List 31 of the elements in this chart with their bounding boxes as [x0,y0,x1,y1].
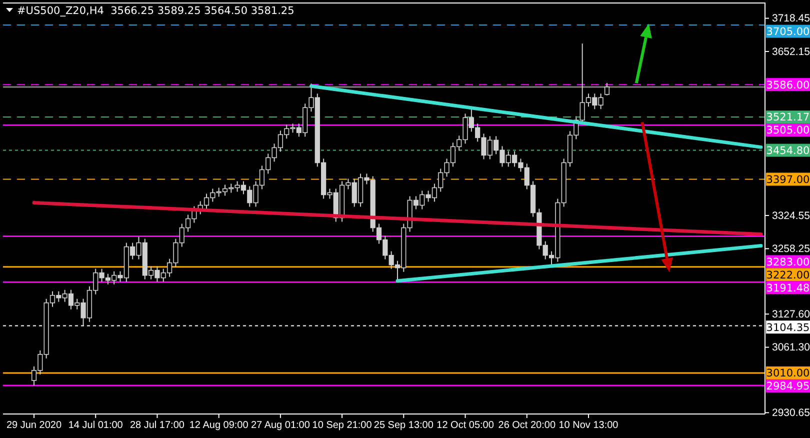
x-tick-label: 27 Aug 01:00 [250,420,310,432]
ref-line-label: 3191.48 [766,282,810,294]
ref-line-label: 3705.00 [766,26,810,38]
ref-line-label: 3505.00 [766,124,810,137]
y-tick-label: 3127.60 [772,308,810,320]
ref-line-label: 2984.95 [766,380,810,393]
x-tick-label: 29 Jun 2020 [6,420,62,432]
x-tick-label: 10 Nov 13:00 [558,420,619,432]
y-tick-label: 3258.25 [772,243,810,256]
x-tick-label: 12 Oct 05:00 [436,420,494,432]
x-tick-label: 25 Sep 13:00 [374,420,434,432]
x-tick-label: 10 Sep 21:00 [312,420,372,432]
chart-title: #US500_Z20,H4 3566.25 3589.25 3564.50 3581.25 [17,5,294,17]
x-tick-label: 12 Aug 09:00 [189,420,249,432]
ref-line-label: 3521.17 [766,112,810,124]
ref-line-label: 3010.00 [766,368,810,380]
ref-line-label: 3586.00 [766,79,810,92]
x-tick-label: 14 Jul 01:00 [68,420,124,432]
candlestick [604,82,610,96]
ref-line-label: 3222.00 [766,269,810,282]
y-tick-label: 3652.15 [772,46,810,58]
y-tick-label: 2930.65 [772,407,810,420]
ref-line-label: 3454.80 [766,144,810,157]
ref-line-label: 3283.00 [766,256,810,268]
y-tick-label: 3324.55 [772,210,810,222]
y-tick-label: 3061.30 [772,342,810,354]
y-tick-label: 3718.45 [772,12,810,25]
x-tick-label: 28 Jul 17:00 [130,420,185,432]
x-tick-label: 26 Oct 20:00 [498,420,556,432]
ref-line-label: 3397.00 [766,174,810,186]
ref-line-label: 3104.35 [766,322,810,334]
